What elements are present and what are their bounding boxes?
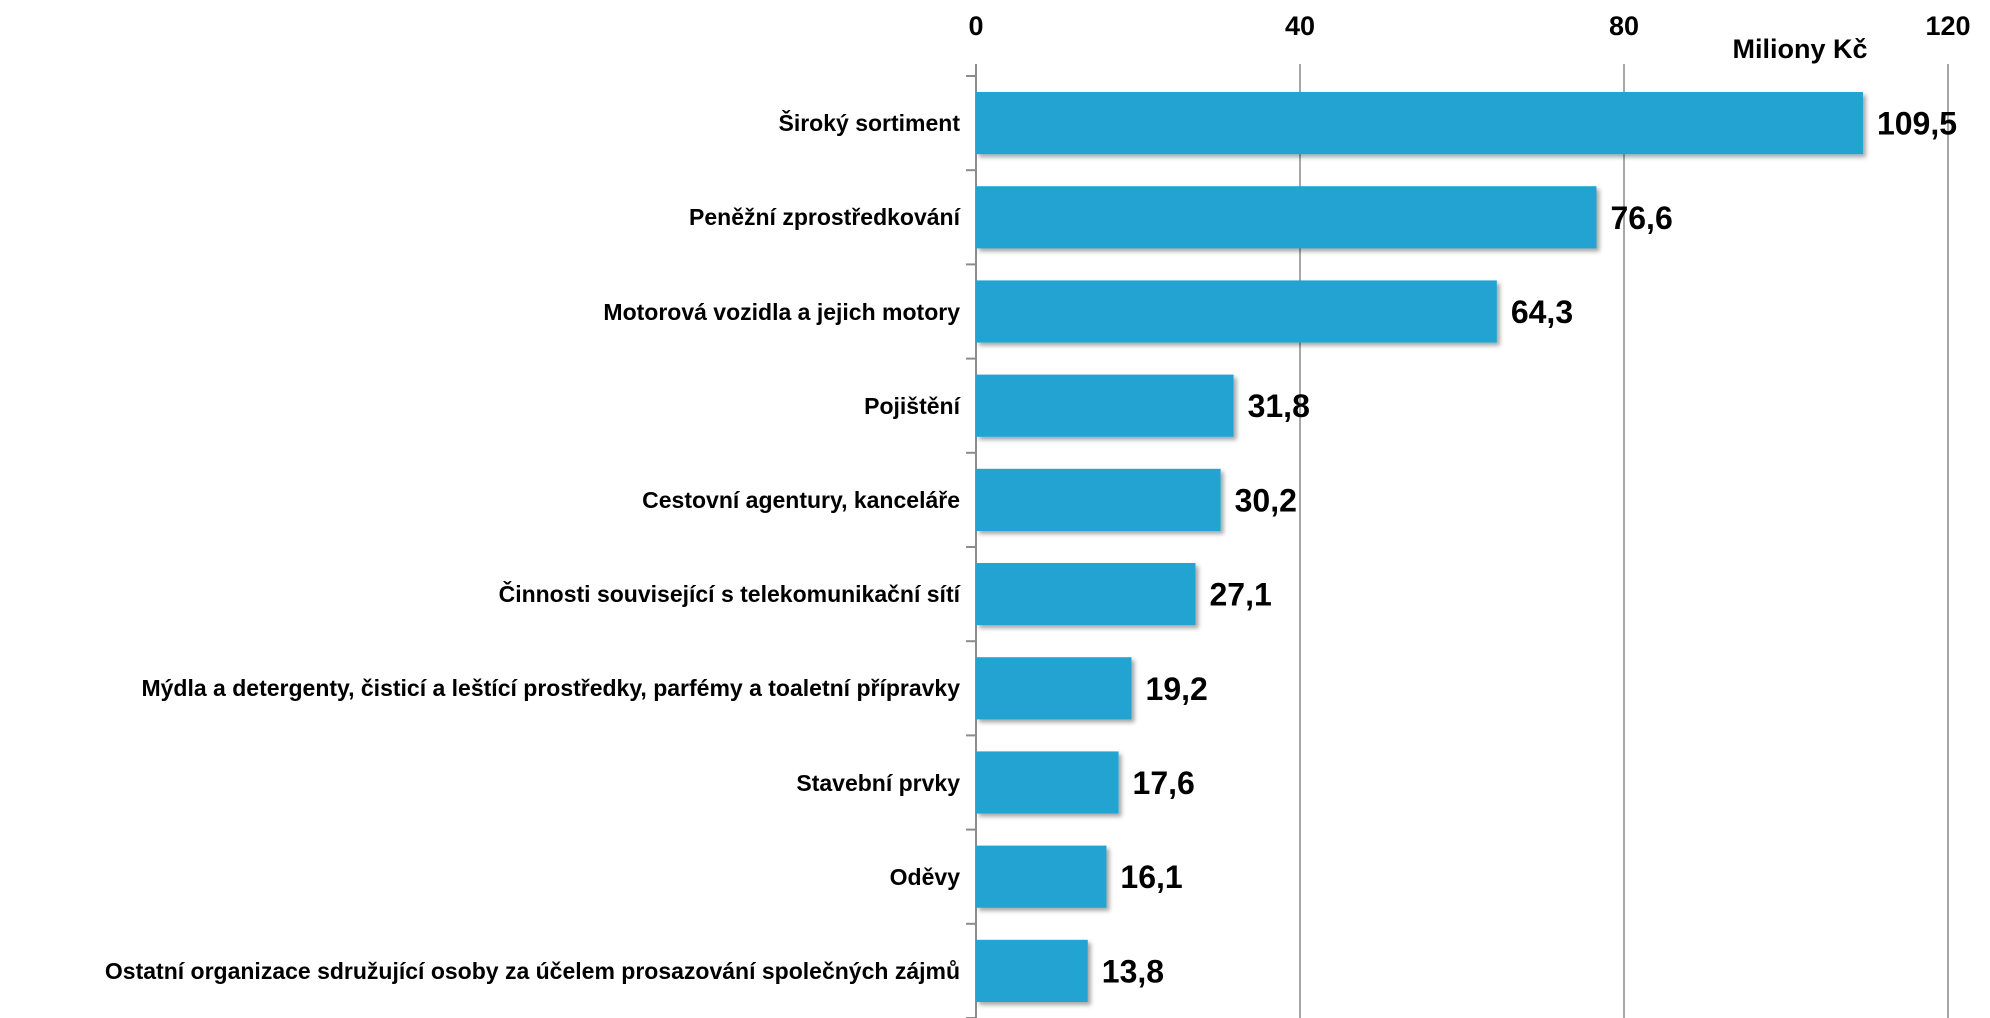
x-tick-label: 40 xyxy=(1285,11,1315,41)
y-tick-label: Stavební prvky xyxy=(796,769,960,796)
bar xyxy=(976,845,1107,908)
y-tick-label-box: Cestovní agentury, kanceláře xyxy=(642,485,960,515)
y-tick-label: Peněžní zprostředkování xyxy=(689,204,960,231)
bar xyxy=(976,468,1221,531)
y-tick-label: Motorová vozidla a jejich motory xyxy=(603,298,960,325)
y-tick-label-box: Peněžní zprostředkování xyxy=(689,202,960,232)
bar xyxy=(976,374,1234,437)
bar xyxy=(976,280,1497,343)
value-label: 27,1 xyxy=(1210,577,1272,613)
y-tick-label-box: Oděvy xyxy=(890,862,960,892)
value-label: 76,6 xyxy=(1610,200,1672,236)
x-tick-label: 120 xyxy=(1925,11,1970,41)
y-tick-label-box: Činnosti související s telekomunikační s… xyxy=(499,579,960,609)
bar xyxy=(976,186,1597,249)
value-label: 30,2 xyxy=(1235,482,1297,518)
y-tick-label: Ostatní organizace sdružující osoby za ú… xyxy=(104,957,960,984)
y-tick-label-box: Mýdla a detergenty, čisticí a leštící pr… xyxy=(141,673,960,703)
bar xyxy=(976,751,1119,814)
value-label: 16,1 xyxy=(1120,859,1182,895)
axis-label: Miliony Kč xyxy=(1732,34,1867,64)
y-tick-label-box: Široký sortiment xyxy=(779,108,961,138)
y-tick-label-box: Ostatní organizace sdružující osoby za ú… xyxy=(105,956,960,986)
y-tick-label-box: Pojištění xyxy=(864,391,960,421)
value-label: 31,8 xyxy=(1248,388,1310,424)
value-label: 64,3 xyxy=(1511,294,1573,330)
y-tick-label: Činnosti související s telekomunikační s… xyxy=(498,581,960,608)
y-tick-label-box: Motorová vozidla a jejich motory xyxy=(603,297,960,327)
y-tick-label: Široký sortiment xyxy=(778,110,961,137)
value-label: 109,5 xyxy=(1877,106,1957,142)
value-label: 19,2 xyxy=(1146,671,1208,707)
x-tick-label: 80 xyxy=(1609,11,1639,41)
value-label: 17,6 xyxy=(1133,765,1195,801)
y-tick-label: Pojištění xyxy=(864,392,960,419)
x-tick-label: 0 xyxy=(968,11,983,41)
bar xyxy=(976,939,1088,1002)
y-tick-label-box: Stavební prvky xyxy=(796,768,960,798)
bar xyxy=(976,563,1196,626)
y-tick-label: Cestovní agentury, kanceláře xyxy=(642,486,960,513)
bar xyxy=(976,657,1132,720)
bar xyxy=(976,92,1863,155)
y-tick-label: Mýdla a detergenty, čisticí a leštící pr… xyxy=(141,675,960,702)
value-label: 13,8 xyxy=(1102,953,1164,989)
y-tick-label: Oděvy xyxy=(889,863,960,890)
